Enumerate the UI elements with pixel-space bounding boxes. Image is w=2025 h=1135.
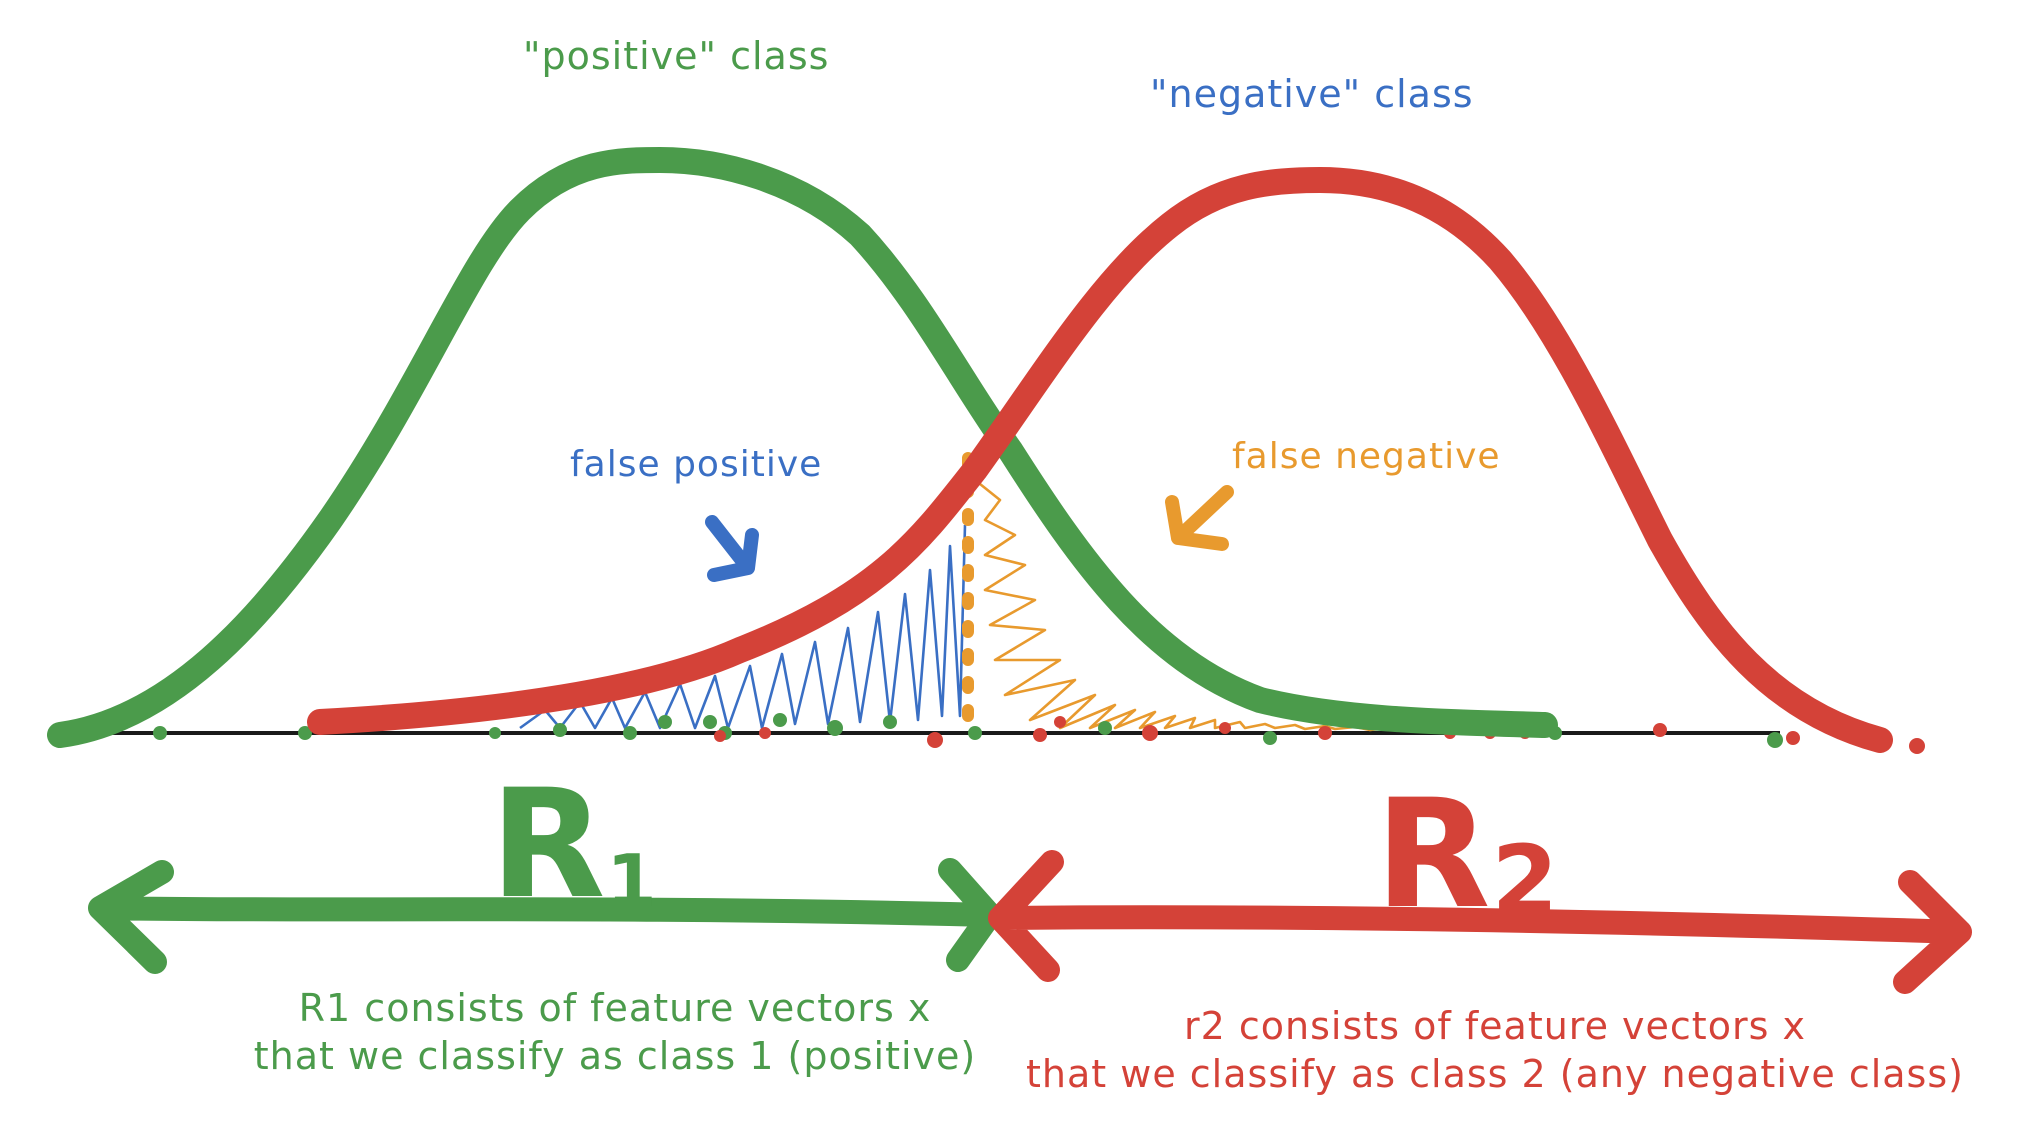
false-negative-arrow — [1165, 485, 1234, 551]
region1-arrow — [88, 858, 1002, 974]
false-positive-label: false positive — [570, 444, 823, 485]
region2-description: r2 consists of feature vectors x that we… — [1015, 1002, 1975, 1098]
region2-subscript: 2 — [1491, 825, 1560, 937]
positive-class-curve — [47, 147, 1558, 748]
region1-description: R1 consists of feature vectors x that we… — [235, 984, 995, 1080]
region2-description-line2: that we classify as class 2 (any negativ… — [1026, 1052, 1964, 1096]
region2-letter: R — [1375, 768, 1492, 942]
false-positive-arrow — [705, 515, 759, 582]
region2-label: R2 — [1375, 780, 1559, 930]
false-negative-hatch — [974, 478, 1391, 732]
region2-description-line1: r2 consists of feature vectors x — [1184, 1004, 1806, 1048]
false-positive-hatch — [519, 524, 967, 730]
false-negative-label: false negative — [1232, 436, 1501, 477]
positive-class-title: "positive" class — [523, 34, 830, 78]
negative-class-curve — [307, 167, 1893, 753]
axis-sample-dots — [153, 713, 1925, 754]
region2-arrow — [988, 850, 1972, 994]
region1-subscript: 1 — [606, 839, 658, 923]
negative-class-title: "negative" class — [1150, 72, 1474, 116]
region1-letter: R — [490, 758, 607, 932]
region1-description-line2: that we classify as class 1 (positive) — [253, 1034, 977, 1078]
region1-label: R1 — [490, 770, 658, 920]
region1-description-line1: R1 consists of feature vectors x — [298, 986, 932, 1030]
